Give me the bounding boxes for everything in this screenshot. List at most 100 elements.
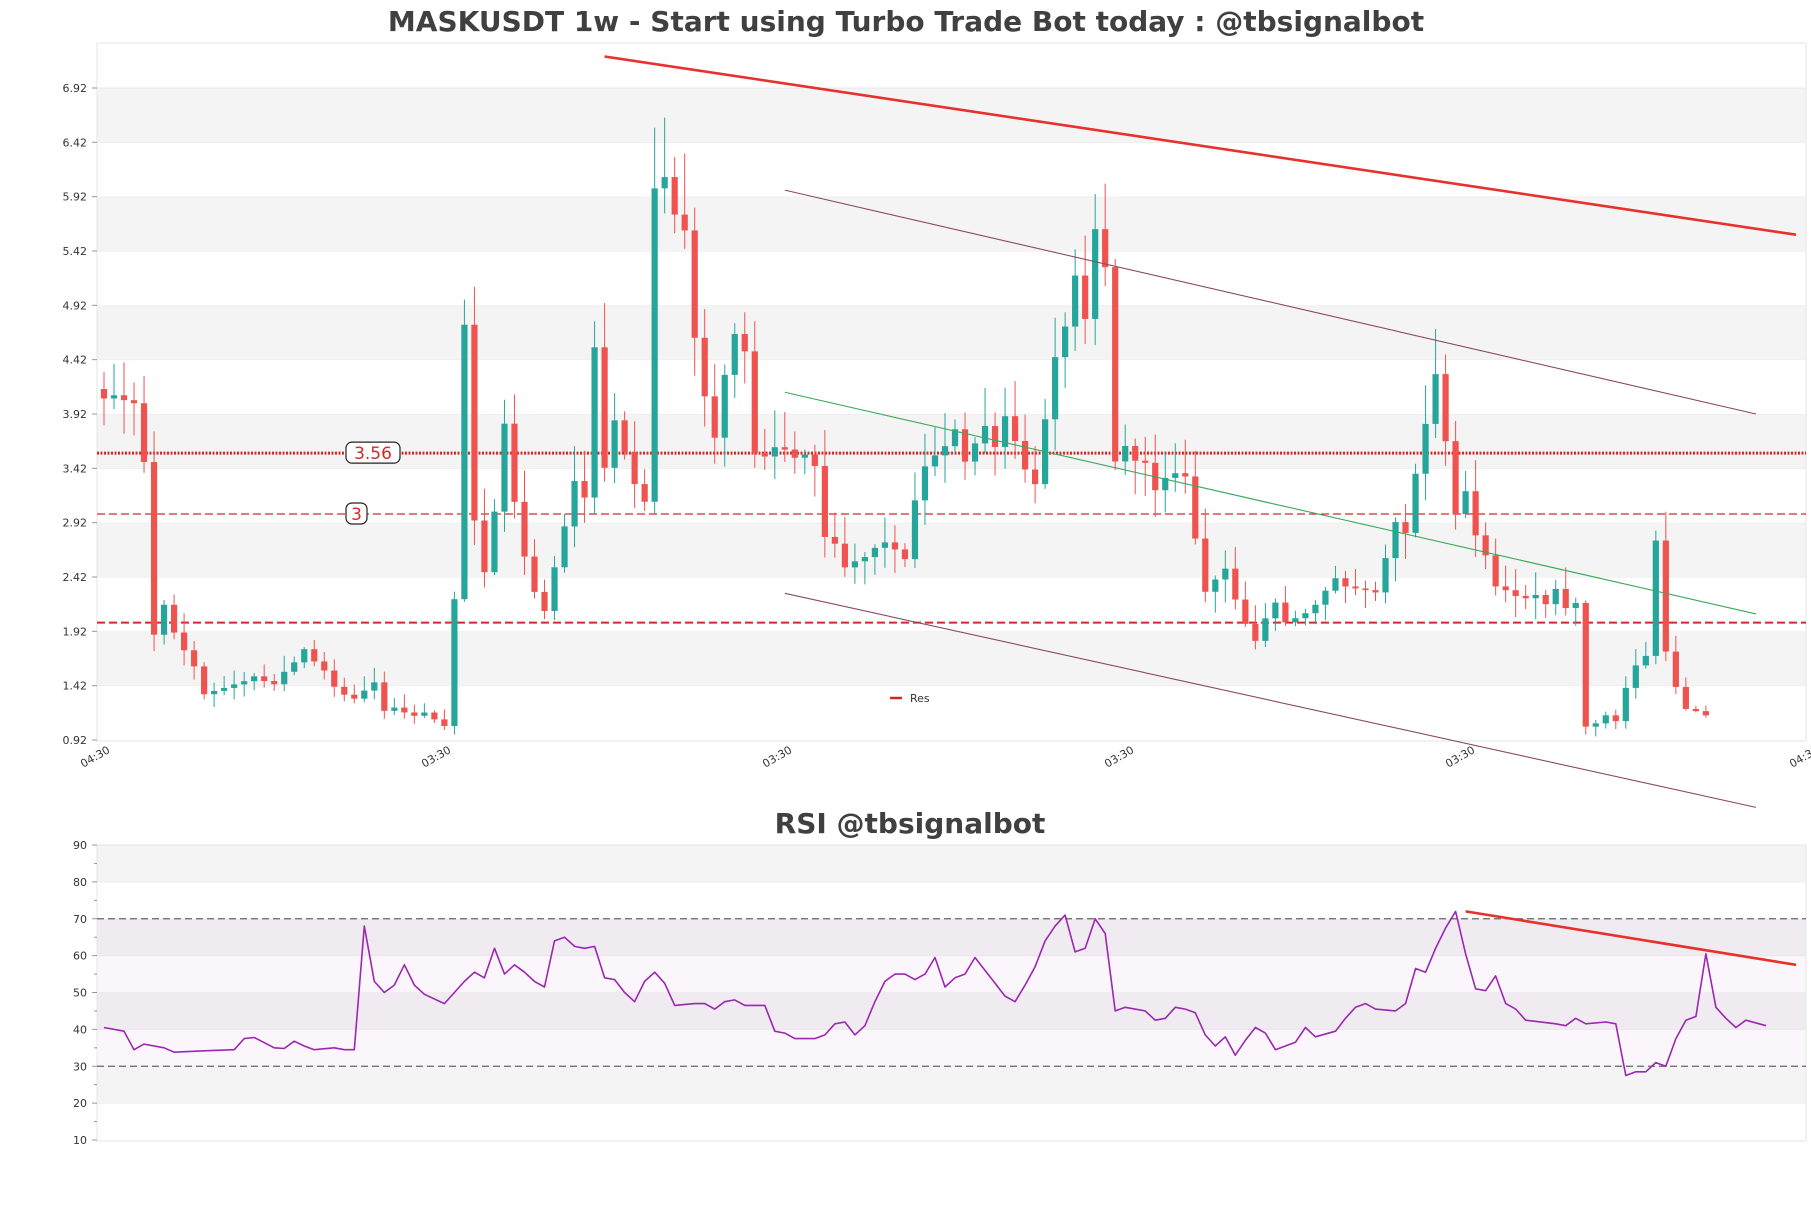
candle-body (821, 465, 828, 537)
candle-body (551, 567, 558, 611)
candle-body (591, 347, 598, 498)
candle-body (1222, 568, 1229, 580)
main-y-tick-label: 2.92 (63, 517, 88, 530)
candle-body (1562, 588, 1569, 609)
candle-body (261, 676, 268, 681)
candle-body (1412, 473, 1419, 533)
candle-body (1652, 540, 1659, 656)
candle-body (911, 500, 919, 560)
candle-body (1592, 723, 1599, 727)
candle-body (341, 686, 348, 695)
candle-body (1692, 708, 1699, 712)
rsi-band (97, 1029, 1806, 1067)
main-band (97, 631, 1806, 686)
candle-body (811, 454, 818, 466)
candle-body (431, 712, 438, 720)
candle-body (931, 455, 939, 467)
candle-body (1252, 623, 1259, 641)
chart-legend: Res (890, 692, 930, 705)
candle-body (281, 671, 288, 685)
candle-body (561, 526, 568, 568)
candle-body (1292, 618, 1299, 623)
candle-body (1322, 590, 1329, 605)
trendlines (604, 55, 1797, 808)
rsi-trendline-line (1465, 910, 1797, 967)
main-band (97, 196, 1806, 251)
candle-body (231, 684, 238, 688)
main-x-tick-label: 03:30 (1443, 743, 1477, 770)
candle-body (1432, 374, 1439, 424)
candle-body (1122, 446, 1129, 462)
main-x-tick-label: 03:30 (419, 743, 453, 770)
candle-body (1662, 540, 1669, 652)
candle-body (771, 447, 778, 457)
main-x-tick-label: 03:30 (1102, 743, 1136, 770)
candle-body (441, 719, 448, 726)
main-band (97, 142, 1806, 197)
candle-body (1172, 473, 1179, 478)
rsi-y-axis: 10 20 30 40 50 60 70 80 90 (73, 839, 97, 1147)
rsi-y-tick-label: 40 (73, 1023, 87, 1036)
candle-body (1212, 579, 1219, 592)
rsi-band (97, 955, 1806, 993)
candle-body (1472, 491, 1479, 536)
candle-body (1362, 588, 1369, 591)
trendline (784, 592, 1757, 808)
main-y-tick-label: 5.42 (63, 245, 88, 258)
main-x-tick-label: 04:30 (78, 743, 112, 770)
main-y-tick-label: 3.92 (63, 408, 88, 421)
candle-body (1142, 460, 1149, 463)
candle-body (861, 557, 868, 562)
candle-body (701, 337, 708, 397)
main-background-bands (97, 43, 1806, 740)
rsi-y-tick-label: 60 (73, 950, 87, 963)
candle-body (1502, 586, 1509, 591)
main-chart-title: MASKUSDT 1w - Start using Turbo Trade Bo… (388, 5, 1424, 38)
candle-body (191, 650, 198, 667)
candle-body (1021, 441, 1029, 470)
candle-body (321, 661, 328, 671)
candle-body (601, 347, 608, 468)
candle-body (721, 374, 728, 438)
candle-body (581, 481, 588, 498)
candle-body (351, 694, 358, 699)
main-y-tick-label: 1.42 (63, 680, 88, 693)
legend-res-label: Res (910, 692, 930, 705)
level-label-box (345, 502, 368, 525)
main-x-tick-label: 03:30 (760, 743, 794, 770)
candle-body (1242, 599, 1249, 624)
candle-body (381, 682, 388, 711)
candle-body (1032, 469, 1039, 485)
candle-body (501, 423, 508, 512)
candle-body (521, 501, 528, 557)
candle-body (1582, 602, 1589, 727)
candle-body (981, 426, 989, 444)
candle-body (301, 649, 308, 663)
main-y-axis: 0.92 1.42 1.92 2.42 2.92 3.42 3.92 4.42 4.92 5.42… (63, 82, 97, 747)
rsi-y-tick-label: 30 (73, 1060, 87, 1073)
candle-body (1092, 229, 1099, 319)
candle-body (1102, 229, 1109, 268)
rsi-chart-title: RSI @tbsignalbot (775, 807, 1046, 840)
candle-body (221, 687, 228, 691)
candle-body (691, 230, 698, 338)
candle-body (1352, 586, 1359, 589)
candle-body (791, 449, 798, 458)
candle-body (421, 712, 428, 716)
main-band (97, 685, 1806, 740)
candle-body (1312, 604, 1319, 614)
candle-body (1062, 326, 1069, 358)
candle-body (751, 351, 758, 454)
candle-body (611, 420, 618, 468)
main-y-tick-label: 6.42 (63, 136, 88, 149)
candle-body (1392, 522, 1399, 559)
candle-body (1262, 618, 1269, 641)
candle-body (160, 604, 168, 635)
candle-body (140, 403, 148, 462)
rsi-line (103, 910, 1767, 1077)
candle-body (130, 400, 138, 404)
candle-body (1442, 374, 1449, 442)
main-y-tick-label: 0.92 (63, 734, 88, 747)
candle-body (1372, 590, 1379, 593)
candle-body (1632, 665, 1639, 688)
